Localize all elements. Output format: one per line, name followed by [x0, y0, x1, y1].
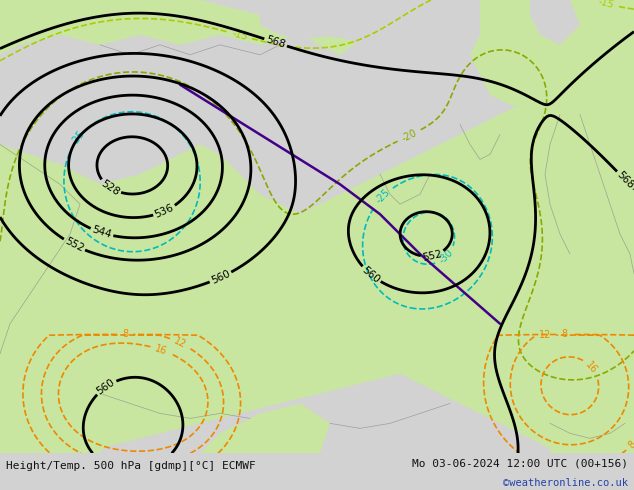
Text: 8: 8 — [626, 439, 634, 450]
Polygon shape — [310, 0, 420, 45]
Text: 536: 536 — [153, 202, 176, 220]
Polygon shape — [260, 0, 380, 45]
Polygon shape — [0, 145, 100, 453]
Text: 8: 8 — [122, 329, 128, 340]
Text: 568: 568 — [615, 170, 634, 191]
Text: Mo 03-06-2024 12:00 UTC (00+156): Mo 03-06-2024 12:00 UTC (00+156) — [411, 459, 628, 468]
Polygon shape — [0, 0, 634, 453]
Text: 544: 544 — [91, 225, 113, 241]
Text: 528: 528 — [99, 178, 121, 197]
Text: 552: 552 — [63, 236, 86, 254]
Polygon shape — [530, 0, 580, 45]
Text: 560: 560 — [95, 377, 117, 396]
Text: -30: -30 — [437, 247, 455, 266]
Text: Height/Temp. 500 hPa [gdmp][°C] ECMWF: Height/Temp. 500 hPa [gdmp][°C] ECMWF — [6, 461, 256, 471]
Text: 16: 16 — [153, 343, 169, 357]
Text: -25: -25 — [374, 187, 392, 206]
Text: -20: -20 — [400, 127, 418, 144]
Polygon shape — [0, 99, 634, 453]
Text: 568: 568 — [264, 35, 287, 50]
Polygon shape — [360, 74, 440, 140]
Text: -15: -15 — [231, 28, 249, 42]
Text: 16: 16 — [584, 360, 599, 375]
Polygon shape — [200, 403, 330, 453]
Polygon shape — [0, 354, 120, 453]
Text: -15: -15 — [597, 0, 616, 10]
Text: 560: 560 — [210, 269, 231, 286]
Text: 12: 12 — [172, 336, 188, 350]
Text: 560: 560 — [360, 265, 382, 285]
Text: 12: 12 — [539, 330, 551, 340]
Text: ©weatheronline.co.uk: ©weatheronline.co.uk — [503, 478, 628, 489]
Polygon shape — [550, 244, 634, 453]
Polygon shape — [470, 0, 634, 154]
Text: 552: 552 — [422, 248, 443, 263]
Text: -25: -25 — [70, 128, 87, 147]
Text: 8: 8 — [561, 329, 567, 340]
Polygon shape — [0, 0, 380, 154]
